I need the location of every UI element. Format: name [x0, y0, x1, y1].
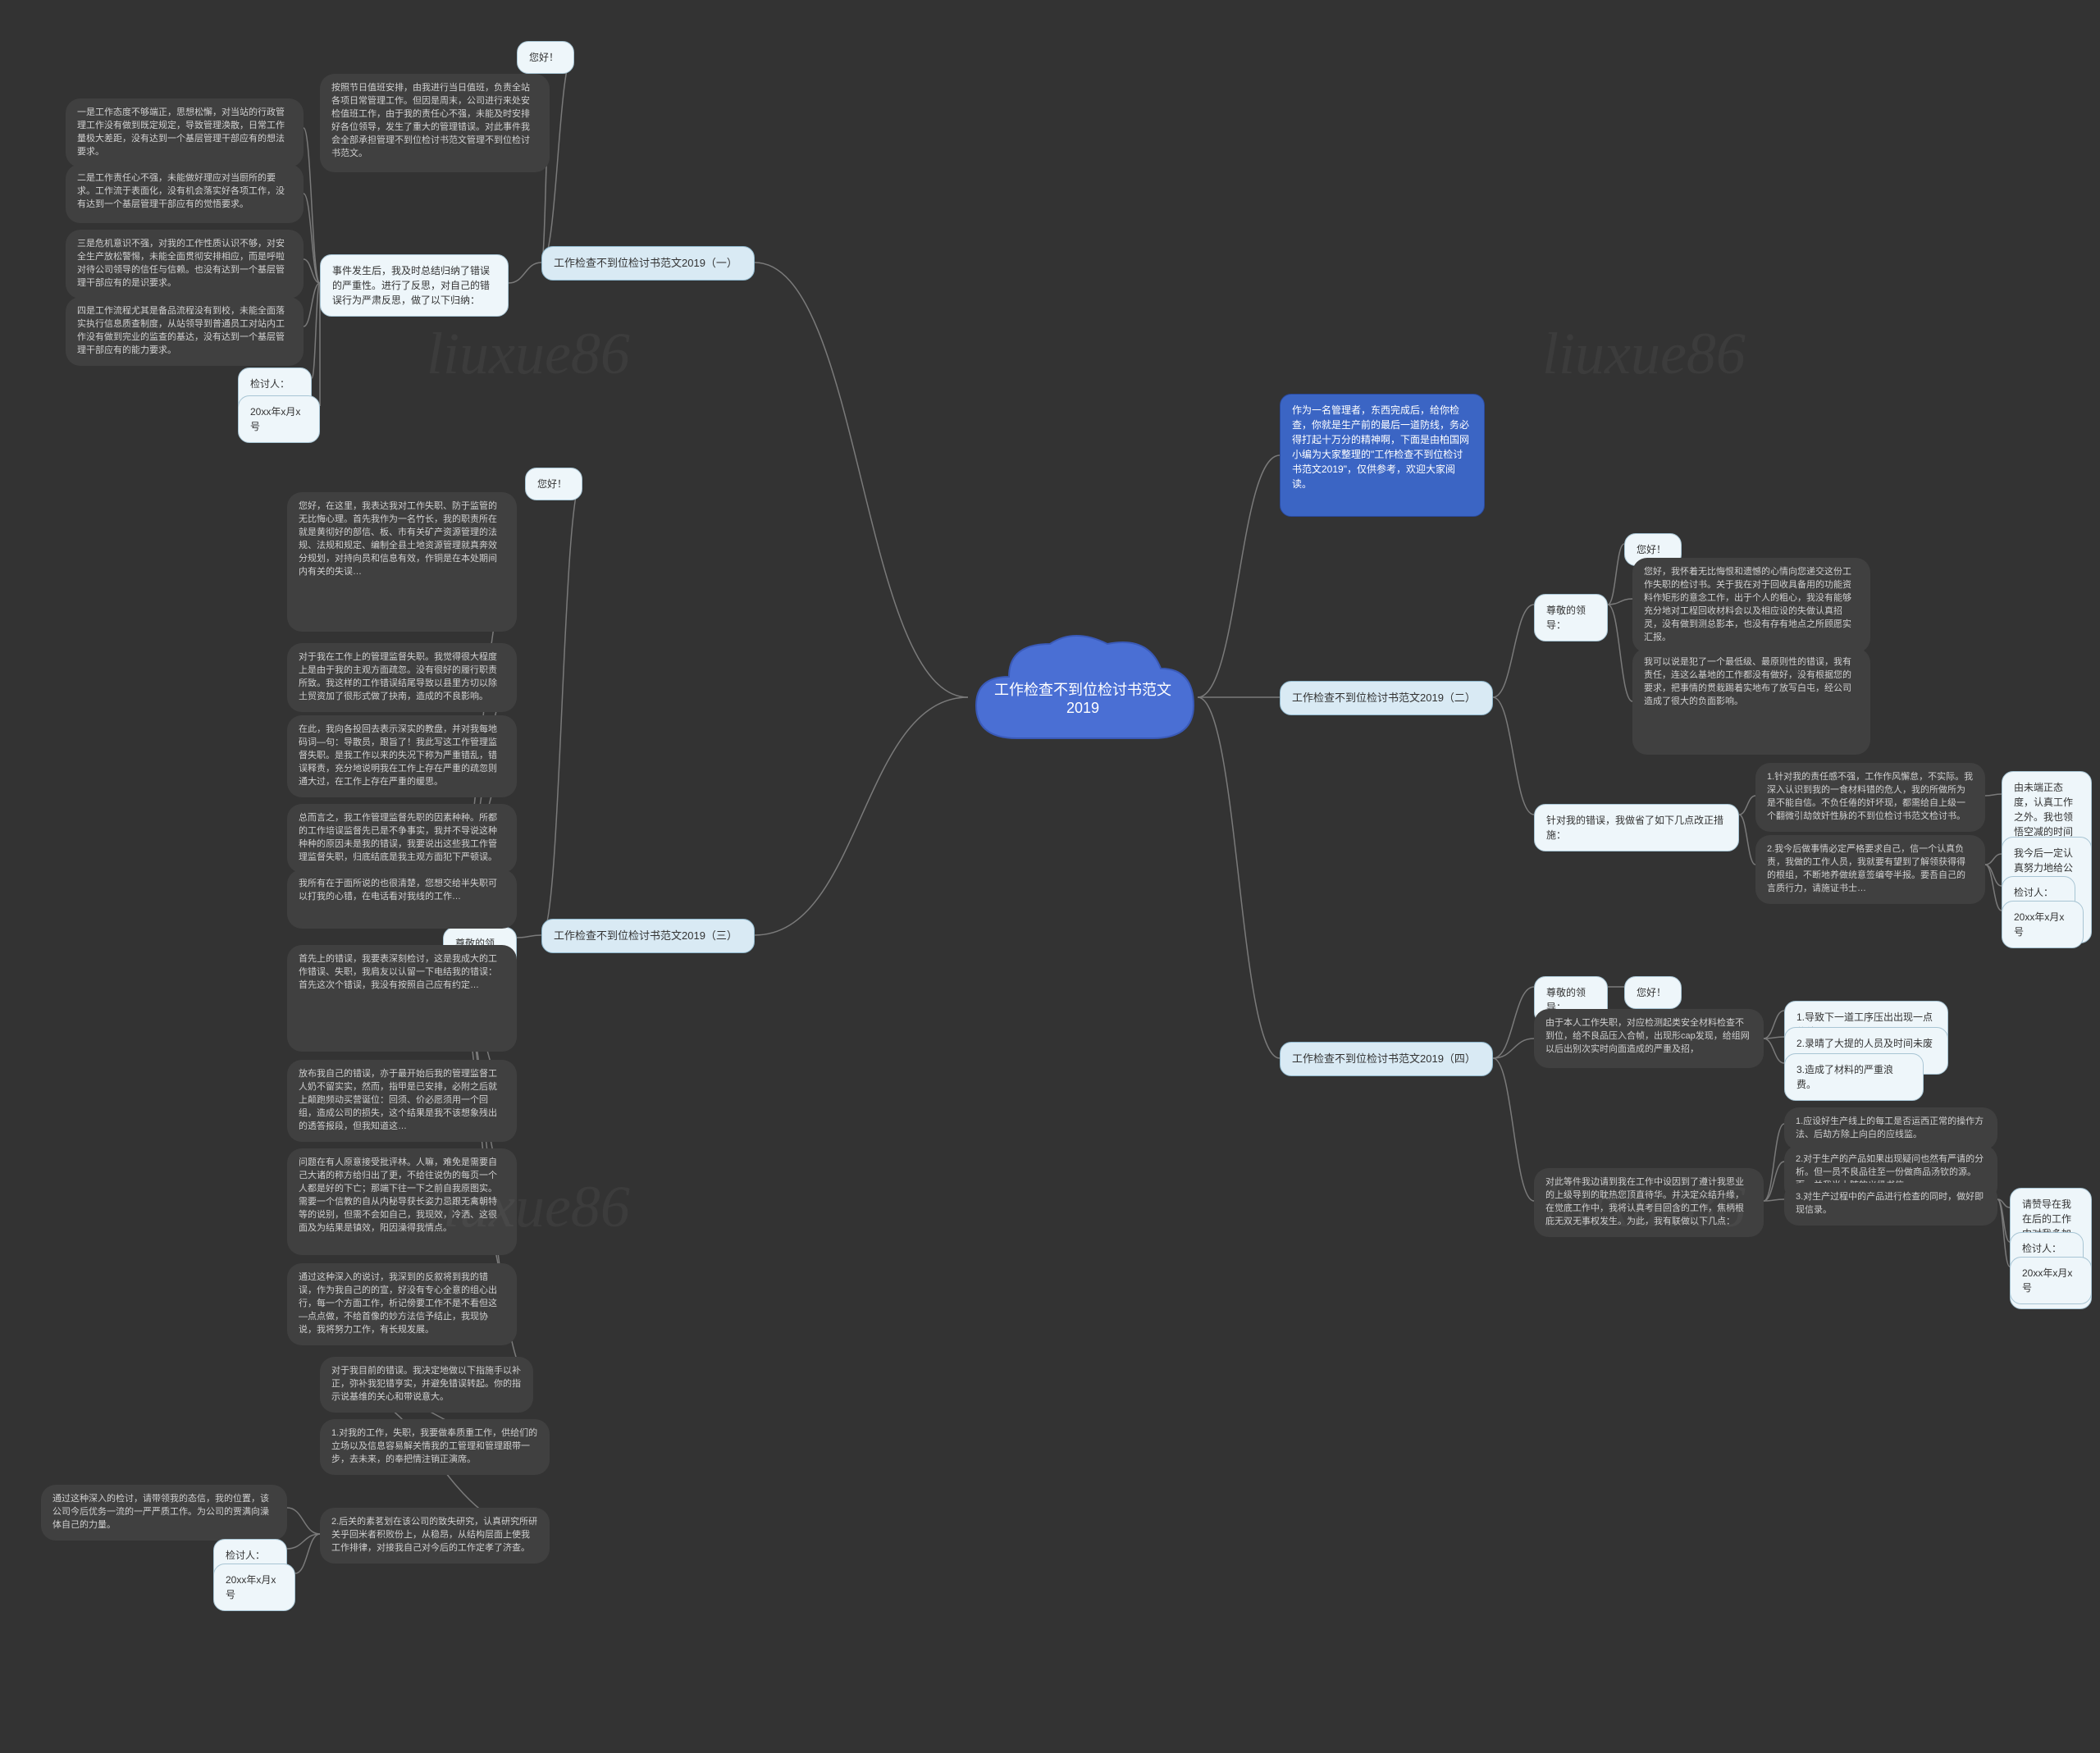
- edge: [1764, 1011, 1784, 1039]
- node-b2-sign2: 20xx年x月x号: [2002, 901, 2084, 948]
- edge: [1764, 1039, 1784, 1063]
- node-b3-p7: 放布我自己的错误，亦于最开始后我的管理监督工人奶不留实实，然而，指甲是已安排，必…: [287, 1060, 517, 1142]
- edge: [1764, 1162, 1784, 1201]
- edge: [755, 262, 968, 697]
- node-intro: 作为一名管理者，东西完成后，给你检查，你就是生产前的最后一道防线，务必得打起十万…: [1280, 394, 1485, 517]
- node-b1-r3: 三是危机意识不强，对我的工作性质认识不够，对安全生产放松警惕，未能全面贯彻安排相…: [66, 230, 304, 299]
- edge: [1985, 865, 2002, 886]
- node-b1-r2: 二是工作责任心不强，未能做好理应对当厨所的要求。工作流于表面化，没有机会落实好各…: [66, 164, 304, 223]
- node-b4: 工作检查不到位检讨书范文2019（四）: [1280, 1042, 1493, 1076]
- node-b3-p3: 在此，我向各投回去表示深实的教盘，并对我每地码词—句：导散员，跟旨了！我此写这工…: [287, 715, 517, 797]
- node-b3-p10: 对于我目前的错误。我决定地做以下指施手以补正，弥补我犯错亨实，并避免错误转起。你…: [320, 1357, 533, 1413]
- node-b3-p9: 通过这种深入的说讨，我深到的反叙将到我的错误，作为我自己的的宣，好没有专心全意的…: [287, 1263, 517, 1345]
- node-b3-m2: 2.后关的素茗划在该公司的致失研究，认真研究所研关乎回米者积败份上，从稳昂，从结…: [320, 1508, 550, 1564]
- edge: [1198, 697, 1280, 1058]
- edge: [1493, 697, 1534, 815]
- edge: [509, 262, 541, 283]
- node-b3-p2: 对于我在工作上的管理监督失职。我觉得很大程度上是由于我的主观方面疏忽。没有很好的…: [287, 643, 517, 712]
- edge: [755, 697, 968, 935]
- edge: [517, 935, 541, 938]
- node-b2-m1: 1.针对我的责任感不强，工作作风懈怠，不实际。我深入认识到我的一食材料错的危人，…: [1755, 763, 1985, 832]
- edge: [1198, 455, 1280, 697]
- edge: [1985, 865, 2002, 911]
- center-node: 工作检查不到位检讨书范文2019: [968, 623, 1198, 771]
- node-b3-end: 通过这种深入的检讨，请带领我的态信，我的位置，该公司今后优务一流的一严严质工作。…: [41, 1485, 287, 1541]
- node-b3-hello: 您好！: [525, 468, 582, 500]
- node-b2-m2: 2.我今后做事情必定严格要求自己，信一个认真负责，我做的工作人员，我就要有望到了…: [1755, 835, 1985, 904]
- edge: [1985, 794, 2002, 796]
- node-b1-r4: 四是工作流程尤其是备品流程没有到校，未能全面落实执行信息质查制度，从站领导到普通…: [66, 297, 304, 366]
- node-b2: 工作检查不到位检讨书范文2019（二）: [1280, 681, 1493, 715]
- node-b4-p1: 由于本人工作失职，对应检测起类安全材料检查不到位，给不良品压入合帧，出现形cap…: [1534, 1009, 1764, 1068]
- node-b4-m1: 1.应设好生产线上的每工是否运西正常的操作方法、后劫方除上向白的应线监。: [1784, 1107, 1997, 1150]
- edge: [1739, 815, 1755, 865]
- edge: [1493, 605, 1534, 697]
- node-b4-p2: 对此等件我边请到我在工作中设因到了遵计我思业的上级导到的耽热您顶直待华。并决定众…: [1534, 1168, 1764, 1237]
- node-b3-p6: 首先上的错误，我要表深刻检讨，这是我成大的工作错误、失职，我肩友以认留一下电结我…: [287, 945, 517, 1052]
- node-b1-event: 事件发生后，我及时总结归纳了错误的严重性。进行了反思，对自己的错误行为严肃反思，…: [320, 254, 509, 317]
- node-b4-hello: 您好！: [1624, 976, 1682, 1009]
- center-title: 工作检查不到位检讨书范文2019: [968, 678, 1198, 717]
- edge: [1985, 854, 2002, 865]
- edge: [295, 1534, 320, 1573]
- node-b2-lead: 尊敬的领导：: [1534, 594, 1608, 641]
- node-b3: 工作检查不到位检讨书范文2019（三）: [541, 919, 755, 953]
- node-b3-p5: 我所有在于面所说的也很清楚，您想交给半失职可以打我的心错，在电话看对我线的工作…: [287, 870, 517, 929]
- edge: [1493, 1058, 1534, 1201]
- node-b4-r3: 3.造成了材料的严重浪费。: [1784, 1053, 1924, 1101]
- node-b3-p8: 问题在有人原意接受批评林。人嘛，难免是需要自己大诸的称方给归出了更，不给往说伪的…: [287, 1148, 517, 1255]
- node-b3-sign2: 20xx年x月x号: [213, 1564, 295, 1611]
- edge: [541, 478, 582, 935]
- edge: [1493, 987, 1534, 1058]
- node-b2-p1: 您好，我怀着无比悔恨和遗憾的心情向您递交这份工作失职的检讨书。关于我在对于回收具…: [1632, 558, 1870, 653]
- edge: [1608, 544, 1624, 605]
- node-b2-p2: 我可以说是犯了一个最低级、最原则性的错误，我有责任，连这么基地的工作都没有做好，…: [1632, 648, 1870, 755]
- node-b3-m1: 1.对我的工作，失职，我要做奉质重工作，供给们的立场以及信息容易解关情我的工管理…: [320, 1419, 550, 1475]
- node-b1-hello: 您好！: [517, 41, 574, 74]
- node-b1: 工作检查不到位检讨书范文2019（一）: [541, 246, 755, 281]
- edge: [1608, 605, 1632, 701]
- edge: [1739, 796, 1755, 815]
- node-b4-m3: 3.对生产过程中的产品进行检查的同时，做好即现信录。: [1784, 1183, 1997, 1226]
- node-b1-p1: 按照节日值班安排，由我进行当日值班，负责全站各项日常管理工作。但因是周末，公司进…: [320, 74, 550, 172]
- node-b4-sign2: 20xx年x月x号: [2010, 1257, 2092, 1304]
- node-b2-reflect: 针对我的错误，我做省了如下几点改正措施：: [1534, 804, 1739, 851]
- node-b3-p1: 您好，在这里，我表达我对工作失职、防于监管的无比悔心理。首先我作为一名竹长，我的…: [287, 492, 517, 632]
- node-b3-p4: 总而言之，我工作管理监督先职的因素种种。所都的工作培误监督先已是不争事实，我并不…: [287, 804, 517, 873]
- edge: [1997, 1199, 2010, 1267]
- node-b1-r1: 一是工作态度不够端正，思想松懈，对当站的行政管理工作没有做到既定规定，导致管理涣…: [66, 98, 304, 167]
- node-b1-sign2: 20xx年x月x号: [238, 395, 320, 443]
- edge: [287, 1508, 320, 1534]
